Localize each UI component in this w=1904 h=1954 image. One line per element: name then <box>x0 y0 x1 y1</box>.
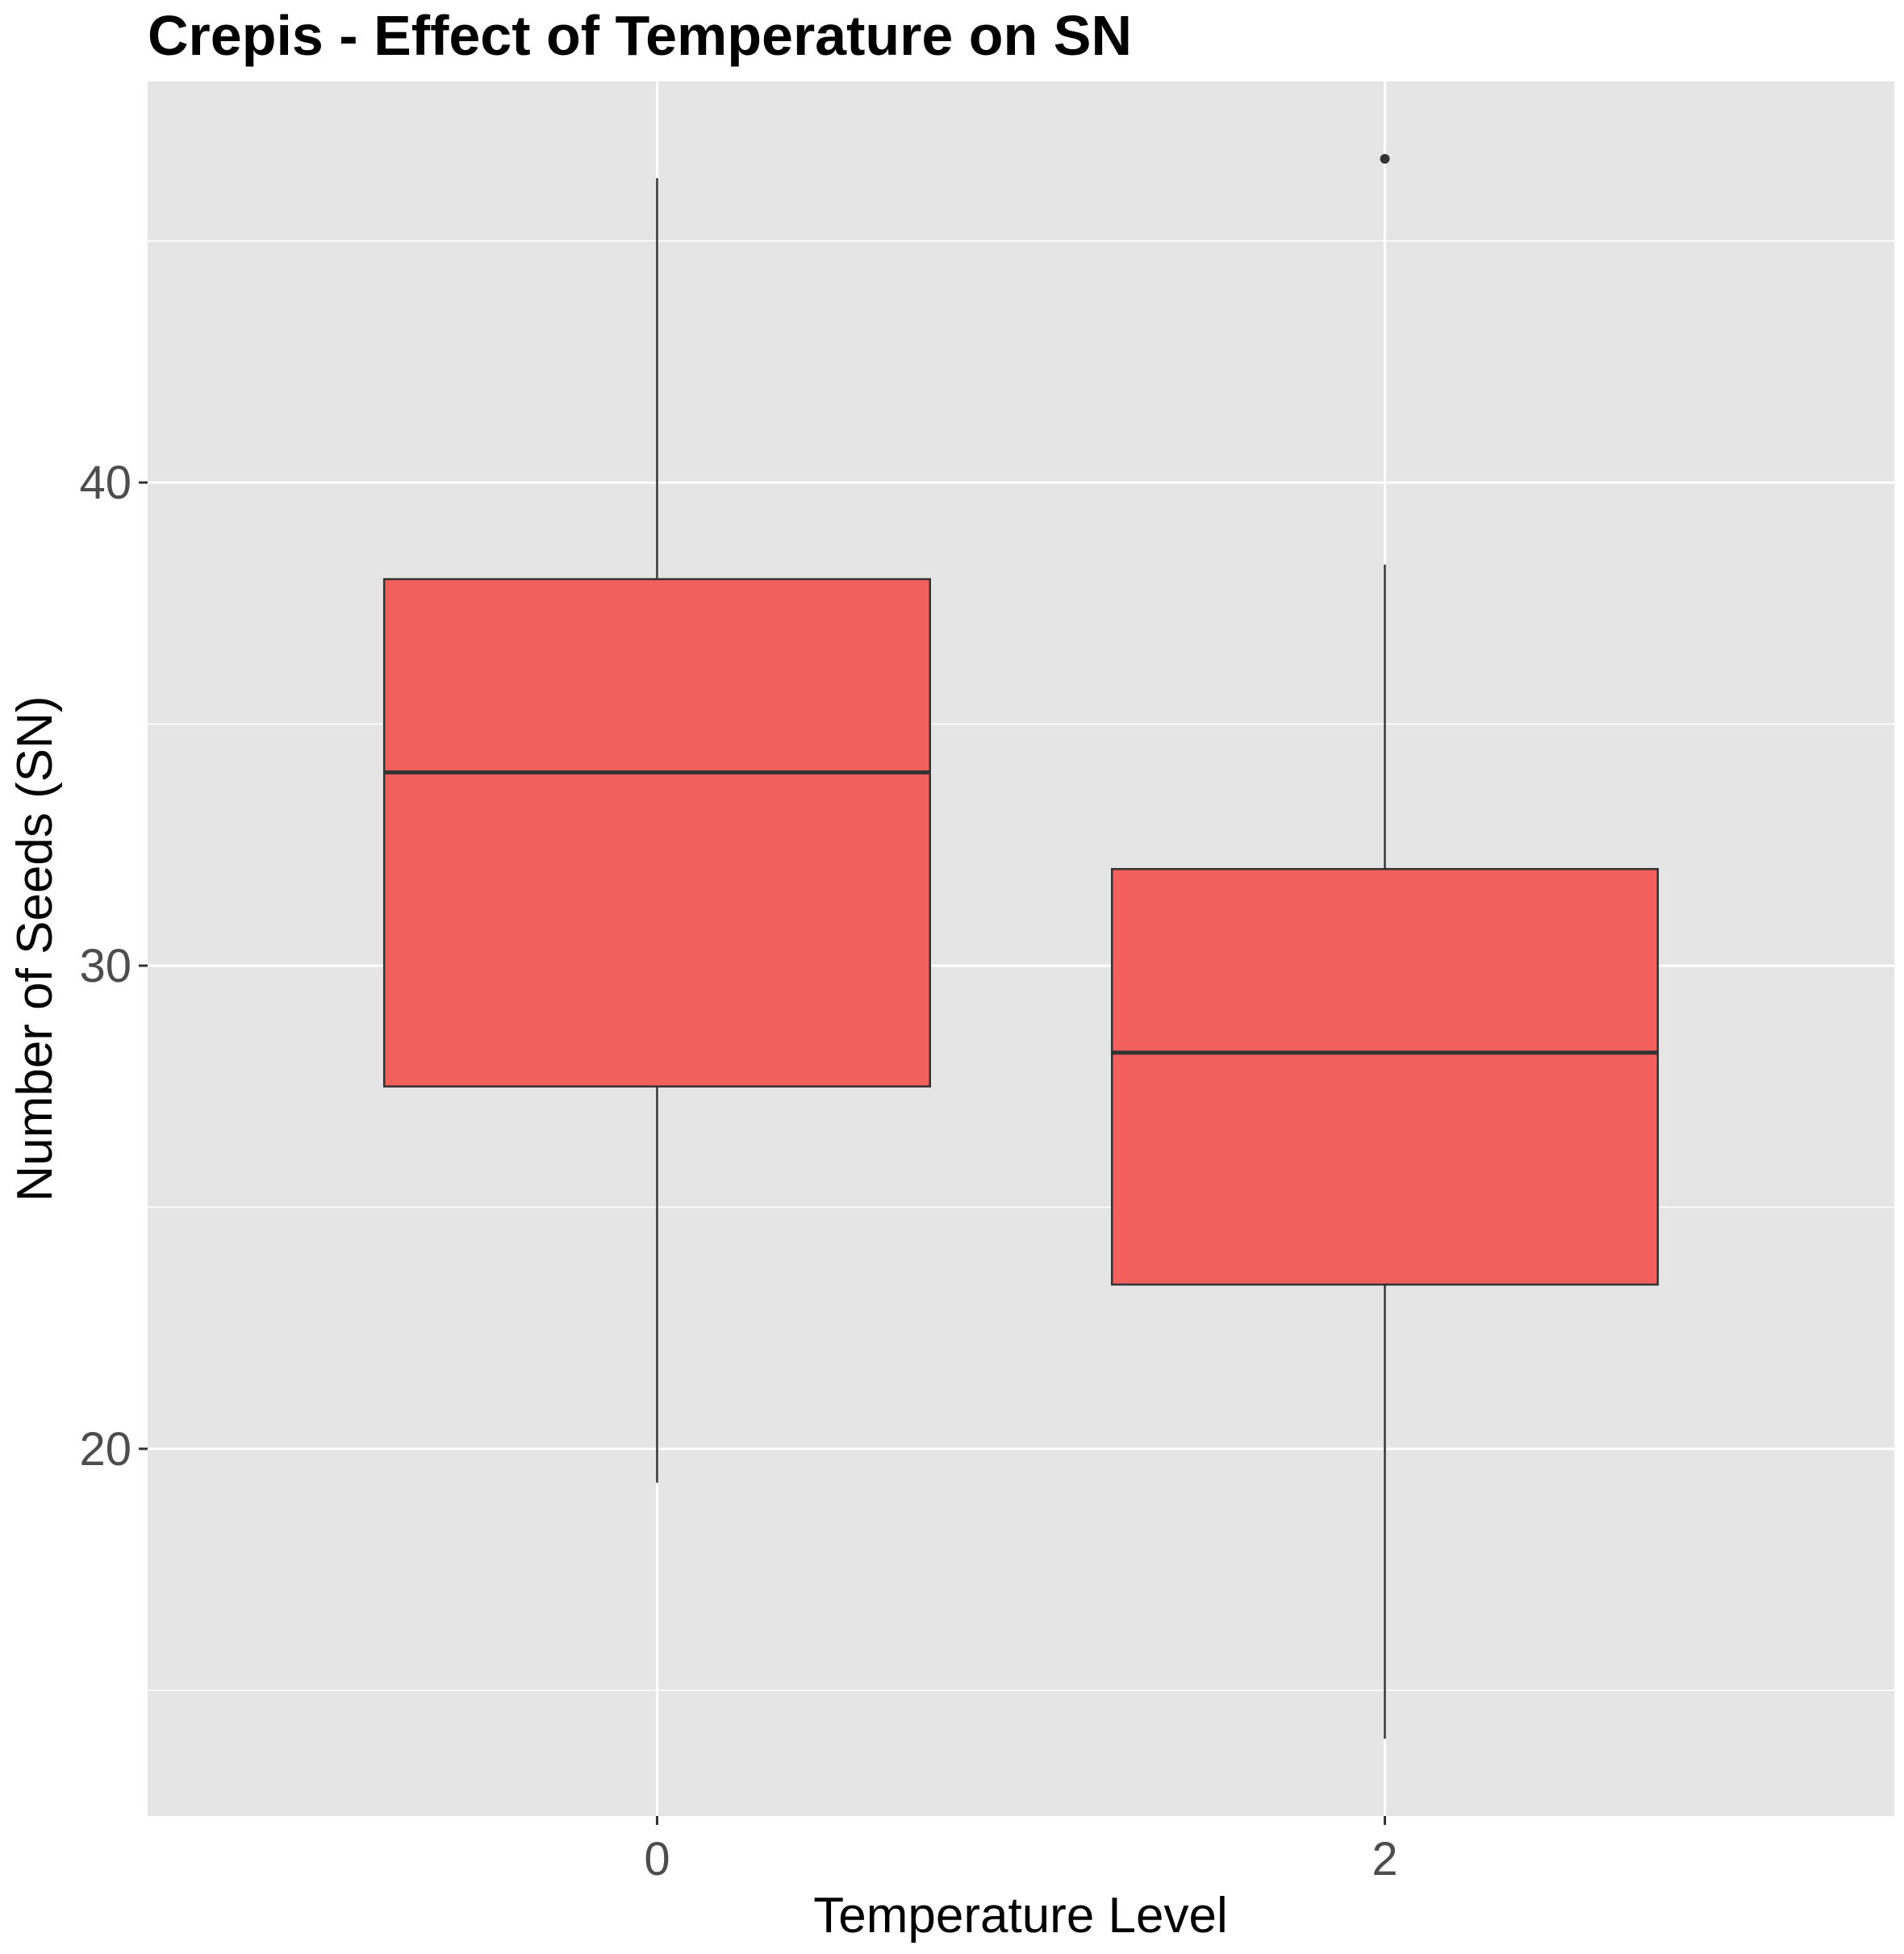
box-iqr <box>1111 867 1660 1286</box>
x-axis-title: Temperature Level <box>813 1888 1228 1944</box>
y-tick-label: 30 <box>79 940 132 992</box>
chart-title: Crepis - Effect of Temperature on SN <box>148 4 1132 67</box>
y-tick-label: 40 <box>79 457 132 509</box>
box-iqr <box>382 578 931 1088</box>
box-series <box>382 153 1660 1739</box>
x-tick-label: 0 <box>644 1833 670 1885</box>
box-group-0 <box>382 177 931 1483</box>
x-tick-label: 2 <box>1372 1833 1397 1885</box>
y-axis-title: Number of Seeds (SN) <box>7 695 63 1201</box>
outlier-point <box>1380 153 1390 164</box>
y-tick-label: 20 <box>79 1423 132 1476</box>
y-axis: 20 30 40 <box>79 457 148 1476</box>
box-group-2 <box>1111 153 1660 1739</box>
